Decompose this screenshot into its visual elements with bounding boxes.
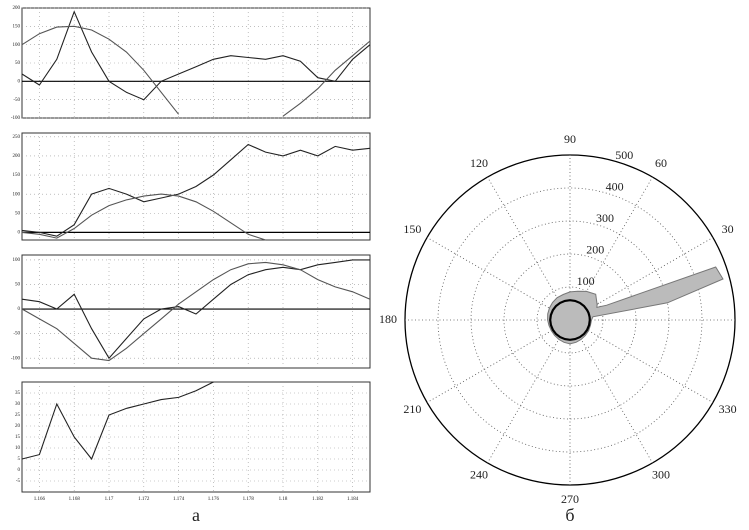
- x-tick-label: 1.178: [243, 497, 255, 502]
- y-tick-label: -50: [13, 98, 20, 103]
- angle-tick-label: 180: [379, 312, 397, 326]
- y-tick-label: -100: [11, 356, 21, 361]
- y-tick-label: 50: [15, 211, 21, 216]
- y-tick-label: 10: [15, 446, 21, 451]
- x-tick-label: 1.172: [138, 497, 150, 502]
- series-line: [21, 10, 371, 101]
- caption: б: [565, 505, 574, 525]
- series-line: [21, 25, 371, 117]
- x-tick-label: 1.18: [279, 497, 288, 502]
- x-tick-label: 1.174: [173, 497, 185, 502]
- angle-grid: [569, 237, 714, 321]
- y-tick-label: 50: [15, 61, 21, 66]
- series-line: [21, 259, 370, 360]
- plot-frame: [21, 132, 371, 241]
- y-tick-label: 30: [15, 402, 21, 407]
- x-tick-label: 1.182: [312, 497, 324, 502]
- caption: а: [192, 505, 200, 525]
- y-tick-label: 250: [13, 135, 21, 140]
- y-tick-label: 0: [18, 307, 21, 312]
- y-tick-label: 0: [18, 230, 21, 235]
- polar-series: [547, 266, 724, 345]
- series-line: [21, 381, 214, 461]
- y-tick-label: 150: [13, 24, 21, 29]
- polar-series: [549, 299, 591, 341]
- y-tick-label: 200: [13, 6, 21, 11]
- y-tick-label: 15: [15, 435, 21, 440]
- radial-tick-label: 300: [596, 211, 614, 225]
- y-tick-label: 100: [13, 258, 21, 263]
- y-tick-label: -100: [11, 116, 21, 121]
- y-tick-label: 25: [15, 413, 21, 418]
- y-tick-label: 5: [18, 457, 21, 462]
- x-tick-label: 1.17: [105, 497, 114, 502]
- radial-tick-label: 100: [577, 274, 595, 288]
- angle-grid: [569, 319, 714, 403]
- angle-grid: [426, 319, 571, 403]
- radial-grid: [503, 253, 637, 387]
- angle-tick-label: 240: [470, 468, 488, 482]
- y-tick-label: 200: [13, 154, 21, 159]
- angle-grid: [569, 176, 653, 321]
- x-tick-label: 1.184: [347, 497, 359, 502]
- y-tick-label: 20: [15, 424, 21, 429]
- radial-tick-label: 200: [586, 243, 604, 257]
- angle-tick-label: 150: [403, 222, 421, 236]
- angle-tick-label: 270: [561, 492, 579, 506]
- y-tick-label: -50: [13, 332, 20, 337]
- y-tick-label: -5: [16, 479, 21, 484]
- angle-tick-label: 120: [470, 156, 488, 170]
- angle-grid: [487, 319, 571, 464]
- plot-frame: [21, 254, 371, 369]
- angle-tick-label: 300: [652, 468, 670, 482]
- y-tick-label: 0: [18, 468, 21, 473]
- radial-grid: [536, 286, 604, 354]
- radial-grid: [437, 187, 703, 453]
- angle-tick-label: 30: [722, 222, 734, 236]
- angle-tick-label: 90: [564, 132, 576, 146]
- angle-tick-label: 60: [655, 156, 667, 170]
- y-tick-label: 50: [15, 283, 21, 288]
- radial-tick-label: 500: [615, 148, 633, 162]
- y-tick-label: 150: [13, 173, 21, 178]
- x-tick-label: 1.168: [69, 497, 81, 502]
- y-tick-label: 35: [15, 391, 21, 396]
- radial-tick-label: 400: [606, 180, 624, 194]
- y-tick-label: 0: [18, 79, 21, 84]
- x-tick-label: 1.176: [208, 497, 220, 502]
- series-line: [21, 261, 371, 362]
- series-line: [21, 193, 266, 241]
- y-tick-label: 100: [13, 43, 21, 48]
- angle-tick-label: 330: [719, 402, 737, 416]
- angle-grid: [426, 237, 571, 321]
- y-tick-label: 100: [13, 192, 21, 197]
- angle-grid: [487, 176, 571, 321]
- x-tick-label: 1.166: [34, 497, 46, 502]
- series-line: [21, 143, 371, 237]
- angle-tick-label: 210: [403, 402, 421, 416]
- angle-grid: [569, 319, 653, 464]
